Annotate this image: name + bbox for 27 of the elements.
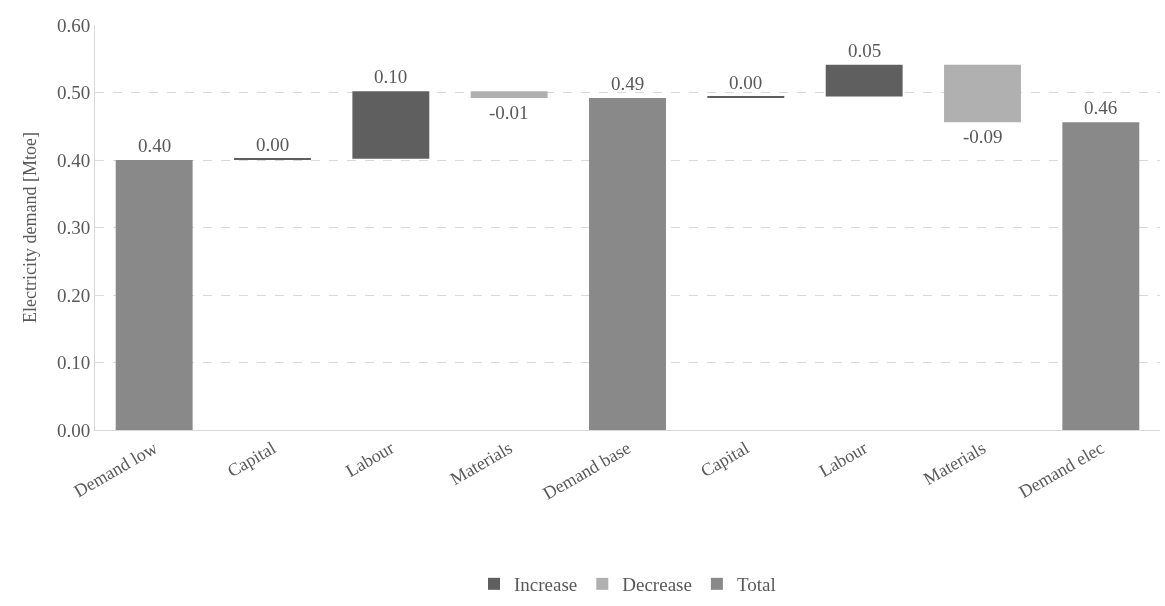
legend-label: Decrease (622, 574, 692, 596)
bar (944, 64, 1021, 123)
data-label: 0.10 (374, 66, 408, 87)
bar (470, 91, 548, 98)
data-label: 0.40 (138, 135, 172, 156)
y-axis-title: Electricity demand [Mtoe] (20, 132, 41, 323)
legend-label: Total (736, 574, 776, 596)
data-label: 0.46 (1084, 97, 1118, 118)
y-tick-label: 0.60 (56, 14, 91, 36)
y-tick-label: 0.30 (56, 217, 91, 239)
data-label: -0.01 (489, 102, 529, 123)
y-tick-label: 0.40 (56, 149, 91, 171)
bar (352, 91, 430, 159)
y-tick-label: 0.50 (56, 82, 91, 104)
y-tick-label: 0.00 (56, 419, 91, 441)
data-label: -0.09 (963, 126, 1003, 147)
data-label: 0.49 (611, 73, 645, 94)
data-label: 0.05 (848, 40, 882, 61)
bar (825, 64, 903, 97)
data-label: 0.00 (256, 134, 290, 155)
legend-label: Increase (514, 574, 578, 596)
y-tick-label: 0.20 (56, 284, 91, 306)
bar (115, 160, 193, 430)
bar (589, 97, 666, 430)
y-tick-label: 0.10 (56, 352, 91, 374)
data-label: 0.00 (729, 72, 763, 93)
bar (1062, 122, 1140, 430)
